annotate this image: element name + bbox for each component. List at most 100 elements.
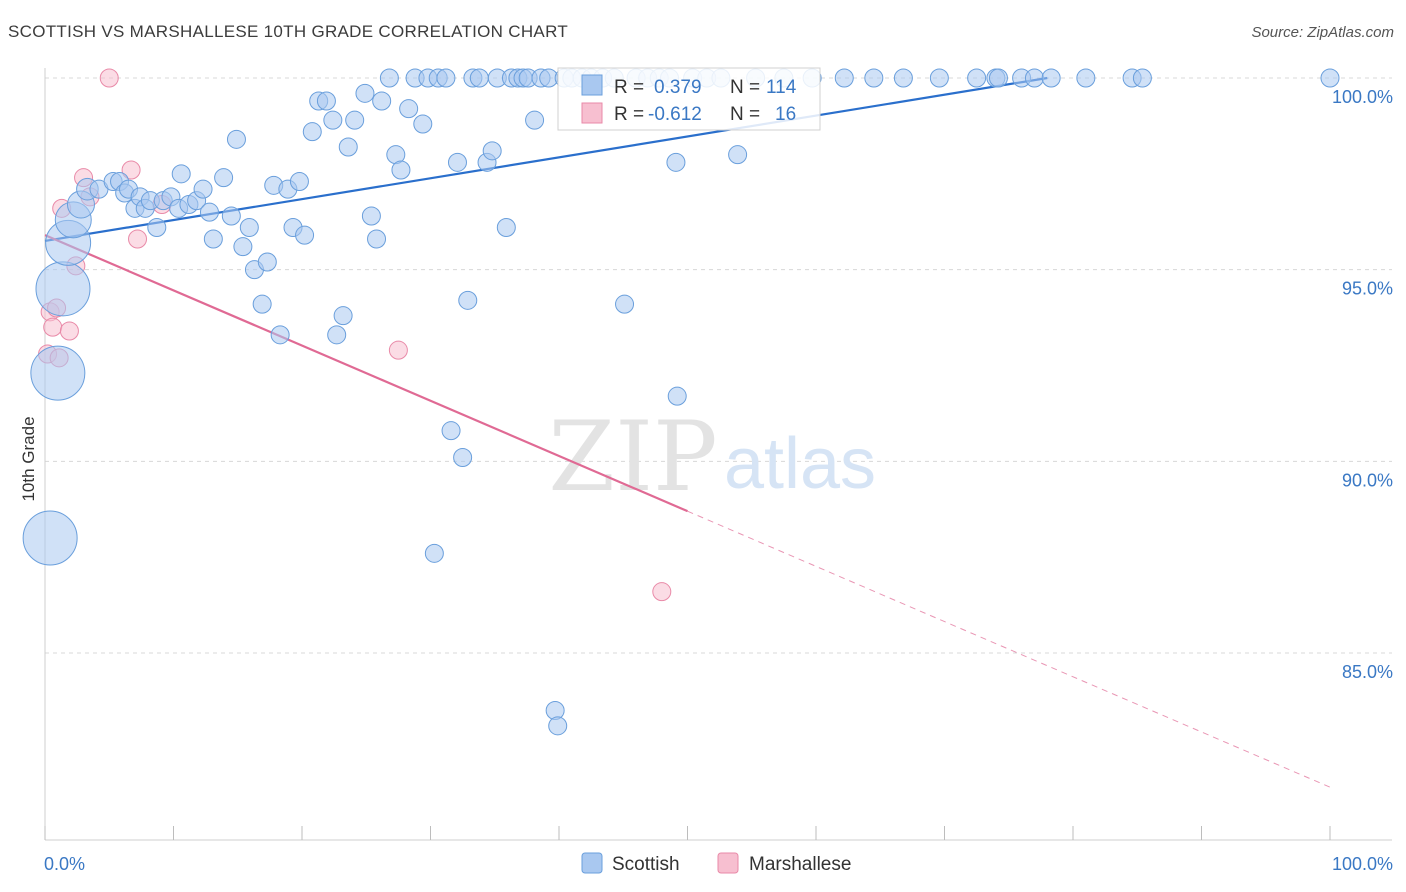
y-axis-title: 10th Grade [19, 416, 38, 501]
scottish-point [239, 218, 259, 237]
marshallese-point [388, 340, 408, 360]
scottish-point [967, 68, 987, 88]
scottish-point [30, 345, 86, 401]
scottish-point [667, 386, 687, 406]
scottish-point [453, 448, 473, 467]
marshallese-point [128, 229, 148, 249]
legend-n-label-1: N = [730, 77, 760, 98]
series-legend-swatch-marshallese [717, 852, 739, 874]
legend-n-value-2: 16 [775, 104, 796, 125]
scottish-point [379, 68, 399, 88]
x-tick-label: 0.0% [44, 854, 85, 874]
scottish-point [615, 294, 635, 314]
scottish-point [469, 68, 489, 88]
scottish-point [548, 716, 568, 736]
scottish-point [447, 152, 467, 172]
scottish-point [482, 141, 502, 161]
scottish-point [221, 206, 241, 226]
scottish-point [525, 110, 545, 130]
scottish-point [302, 122, 322, 142]
scottish-point [413, 114, 433, 134]
scottish-point [252, 294, 272, 314]
scottish-point [496, 218, 516, 237]
scottish-point [257, 252, 277, 272]
legend-swatch-marshallese [581, 102, 603, 124]
scottish-point [436, 68, 456, 88]
source-label: Source: ZipAtlas.com [1251, 24, 1394, 41]
scottish-point [1076, 68, 1096, 88]
scottish-point [666, 152, 686, 172]
legend-r-label-2: R = [614, 104, 644, 125]
scottish-point [22, 510, 78, 566]
series-legend-label-scottish: Scottish [612, 854, 680, 875]
legend-r-value-2: -0.612 [648, 104, 702, 125]
scottish-point [323, 110, 343, 130]
scottish-point [1024, 68, 1044, 88]
scottish-point [214, 168, 234, 188]
scottish-point [35, 261, 91, 317]
scottish-point [399, 99, 419, 119]
scottish-point [367, 229, 387, 249]
scottish-point [327, 325, 347, 345]
scottish-point [391, 160, 411, 180]
y-tick-label: 85.0% [1342, 662, 1393, 682]
marshallese-trend-extension [687, 510, 1331, 788]
scottish-point [1320, 68, 1340, 88]
scottish-point [338, 137, 358, 157]
scottish-point [1132, 68, 1152, 88]
scottish-point [270, 325, 290, 345]
scottish-point [295, 225, 315, 245]
scottish-trend-line [44, 76, 1048, 243]
marshallese-point [59, 321, 79, 341]
scottish-point [864, 68, 884, 88]
scottish-point [458, 290, 478, 310]
scottish-point [289, 172, 309, 191]
chart-title: SCOTTISH VS MARSHALLESE 10TH GRADE CORRE… [8, 22, 569, 41]
legend-r-label-1: R = [614, 77, 644, 98]
scottish-point [203, 229, 223, 249]
scottish-point [316, 91, 336, 111]
scottish-point [147, 218, 167, 237]
correlation-legend: R = 0.379 N = 114 R = -0.612 N = 16 [557, 67, 821, 131]
scottish-point [233, 237, 253, 257]
grid [45, 77, 1392, 654]
scottish-point [1041, 68, 1061, 88]
series-legend-swatch-scottish [581, 852, 603, 874]
legend-n-label-2: N = [730, 104, 760, 125]
watermark-atlas: atlas [724, 424, 876, 504]
scottish-point [424, 543, 444, 563]
scottish-point [171, 164, 191, 184]
scottish-point [345, 110, 365, 130]
scottish-point [834, 68, 854, 88]
axes: 85.0% 90.0% 95.0% 100.0% 0.0% 100.0% 10th Grad… [19, 68, 1393, 874]
scottish-point [199, 202, 219, 222]
legend-n-value-1: 114 [766, 77, 797, 98]
scottish-point [893, 68, 913, 88]
data-points [22, 68, 1340, 736]
watermark: ZIP atlas [548, 401, 876, 513]
scottish-point [441, 421, 461, 441]
series-legend: Scottish Marshallese [581, 852, 851, 875]
legend-r-value-1: 0.379 [654, 77, 702, 98]
legend-swatch-scottish [581, 74, 603, 96]
scottish-point [333, 306, 353, 326]
scottish-point [193, 179, 213, 199]
scottish-point [728, 145, 748, 165]
y-tick-label: 95.0% [1342, 279, 1393, 299]
marshallese-point [121, 160, 141, 180]
scottish-point [929, 68, 949, 88]
watermark-zip: ZIP [548, 401, 717, 513]
scottish-point [988, 68, 1008, 88]
scottish-point [372, 91, 392, 111]
marshallese-point [43, 317, 63, 337]
x-tick-label: 100.0% [1332, 854, 1393, 874]
marshallese-point [99, 68, 119, 88]
y-tick-label: 90.0% [1342, 470, 1393, 490]
scottish-point [361, 206, 381, 226]
scottish-point [226, 129, 246, 149]
y-tick-label: 100.0% [1332, 87, 1393, 107]
scottish-point [355, 83, 375, 103]
marshallese-point [652, 582, 672, 602]
series-legend-label-marshallese: Marshallese [749, 854, 851, 875]
